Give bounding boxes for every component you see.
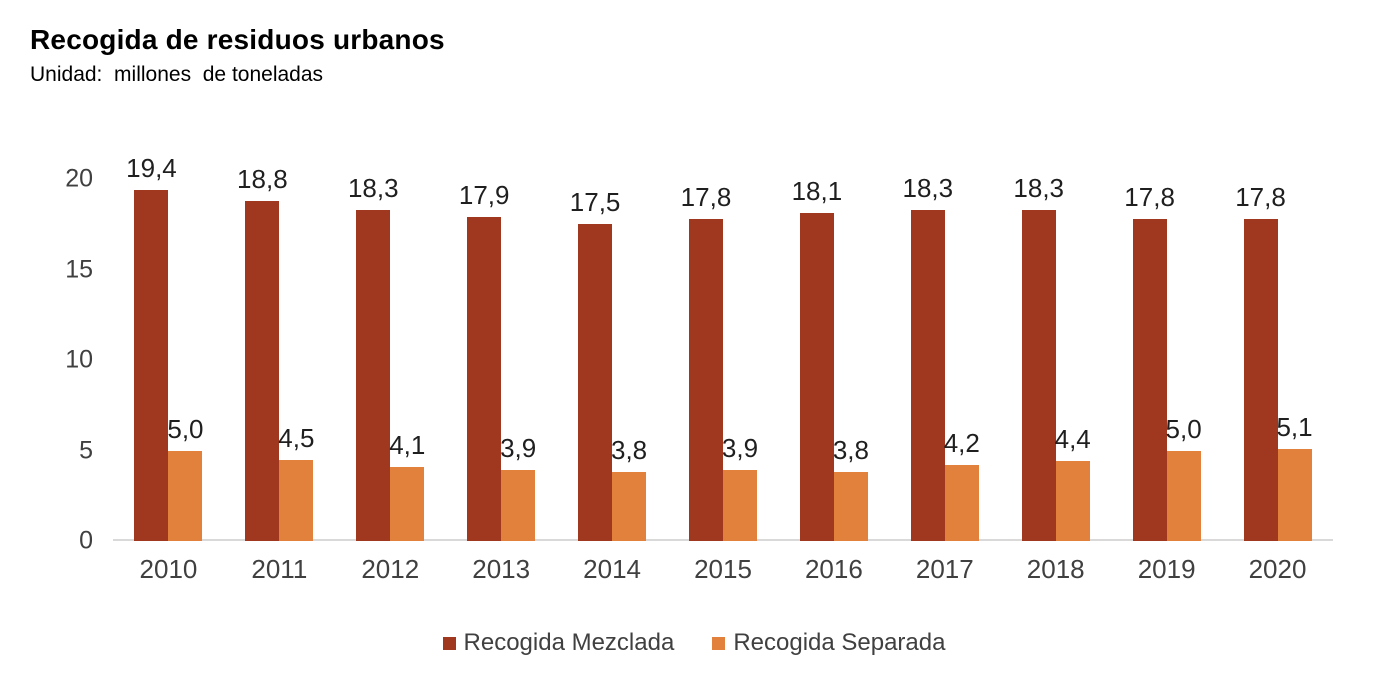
bar-group-2019: 17,8 5,0 [1111, 179, 1222, 541]
bar-recogida-mezclada-2011: 18,8 [237, 164, 288, 541]
bar-value-label: 4,4 [1054, 424, 1091, 455]
bar-value-label: 18,8 [237, 163, 288, 194]
legend-swatch-icon [712, 636, 726, 650]
bar-value-label: 5,0 [1165, 413, 1202, 444]
y-axis-tick-label: 20 [65, 164, 93, 193]
bar-value-label: 3,8 [832, 435, 869, 466]
x-axis-label-2018: 2018 [1026, 554, 1085, 584]
bar-group-2014: 17,5 3,8 [557, 179, 668, 541]
y-axis-tick-label: 15 [65, 255, 93, 283]
bar-value-label: 3,8 [611, 435, 648, 466]
x-axis-label-2019: 2019 [1137, 554, 1196, 584]
bar-recogida-mezclada-2016: 18,1 [792, 176, 842, 541]
bar-recogida-separada-2018: 4,4 [1055, 424, 1091, 541]
bar-recogida-separada-2017: 4,2 [944, 428, 980, 541]
bar-recogida-mezclada-2019: 17,8 [1124, 182, 1175, 541]
plot-area: 0 5 10 15 20 19,4 5,0 18,8 4,5 18,3 4,1 17,9 3,9 17,… [65, 153, 1333, 553]
bar-recogida-separada-2019: 5,0 [1166, 414, 1202, 541]
x-axis-label-2020: 2020 [1248, 554, 1307, 584]
legend-swatch-icon [442, 636, 456, 650]
bar-value-label: 18,3 [1013, 172, 1065, 203]
bar-value-label: 17,8 [1235, 181, 1286, 212]
bar-value-label: 5,0 [167, 413, 204, 444]
bar-value-label: 18,3 [902, 172, 954, 203]
bar-value-label: 5,1 [1276, 411, 1313, 442]
legend-label: Recogida Mezclada [463, 629, 675, 656]
bar-recogida-mezclada-2018: 18,3 [1013, 173, 1064, 541]
x-axis-label-2017: 2017 [915, 554, 974, 584]
legend: Recogida Mezclada Recogida Separada [0, 629, 1388, 657]
bar-recogida-mezclada-2014: 17,5 [570, 187, 620, 541]
bar-recogida-separada-2020: 5,1 [1276, 412, 1313, 541]
x-axis-category-labels: 2010 2011 2012 2013 2014 2015 2016 2017 2018 2019… [113, 552, 1333, 586]
chart-subtitle: Unidad: millones de toneladas [30, 63, 324, 86]
bar-recogida-mezclada-2013: 17,9 [459, 180, 509, 541]
legend-label: Recogida Separada [733, 629, 946, 656]
bar-value-label: 18,3 [347, 172, 399, 203]
bar-group-2011: 18,8 4,5 [224, 164, 335, 541]
y-axis-tick-label: 10 [65, 345, 93, 374]
bar-value-label: 4,1 [389, 429, 426, 460]
bar-recogida-separada-2013: 3,9 [500, 433, 536, 541]
bar-recogida-separada-2010: 5,0 [167, 414, 204, 541]
bar-recogida-separada-2015: 3,9 [722, 433, 758, 541]
bar-value-label: 3,9 [721, 433, 759, 464]
bar-value-label: 17,8 [680, 181, 732, 212]
x-axis-label-2010: 2010 [139, 554, 198, 584]
bar-group-2013: 17,9 3,9 [446, 179, 557, 541]
x-axis-label-2011: 2011 [251, 554, 308, 584]
x-axis-label-2014: 2014 [583, 554, 641, 584]
bar-value-label: 19,4 [126, 152, 177, 183]
bar-recogida-mezclada-2010: 19,4 [126, 153, 177, 541]
x-axis-label-2013: 2013 [472, 554, 531, 584]
legend-item-recogida-mezclada: Recogida Mezclada [442, 629, 675, 657]
bar-recogida-separada-2014: 3,8 [611, 435, 647, 541]
y-axis-tick-label: 0 [79, 526, 93, 555]
bar-recogida-mezclada-2012: 18,3 [348, 173, 399, 541]
bar-recogida-separada-2012: 4,1 [389, 430, 425, 541]
bar-recogida-mezclada-2015: 17,8 [681, 182, 731, 541]
bar-group-2016: 18,1 3,8 [778, 176, 889, 541]
bar-group-2010: 19,4 5,0 [113, 153, 224, 541]
bar-group-2015: 17,8 3,9 [668, 179, 779, 541]
bar-recogida-separada-2011: 4,5 [278, 423, 314, 541]
bar-group-2012: 18,3 4,1 [335, 173, 446, 541]
bar-value-label: 4,2 [943, 427, 980, 458]
bar-group-2018: 18,3 4,4 [1000, 173, 1111, 541]
bar-value-label: 17,8 [1124, 181, 1175, 212]
chart-title: Recogida de residuos urbanos [30, 24, 445, 55]
x-axis-label-2015: 2015 [694, 554, 752, 584]
bar-recogida-mezclada-2020: 17,8 [1235, 182, 1286, 541]
bar-value-label: 4,5 [278, 422, 315, 453]
bar-recogida-separada-2016: 3,8 [833, 435, 869, 541]
bar-value-label: 17,5 [569, 187, 621, 218]
bar-value-label: 17,9 [458, 180, 510, 211]
x-axis-label-2012: 2012 [361, 554, 420, 584]
legend-item-recogida-separada: Recogida Separada [712, 629, 945, 657]
y-axis-tick-label: 5 [79, 436, 93, 464]
bar-recogida-mezclada-2017: 18,3 [902, 173, 953, 541]
bar-groups: 19,4 5,0 18,8 4,5 18,3 4,1 17,9 3,9 17,5 3,8 17,8 3… [113, 153, 1333, 541]
bar-group-2017: 18,3 4,2 [889, 173, 1000, 541]
bar-value-label: 18,1 [791, 176, 843, 207]
x-axis-label-2016: 2016 [804, 554, 863, 584]
bar-group-2020: 17,8 5,1 [1222, 179, 1333, 541]
bar-value-label: 3,9 [500, 433, 537, 464]
